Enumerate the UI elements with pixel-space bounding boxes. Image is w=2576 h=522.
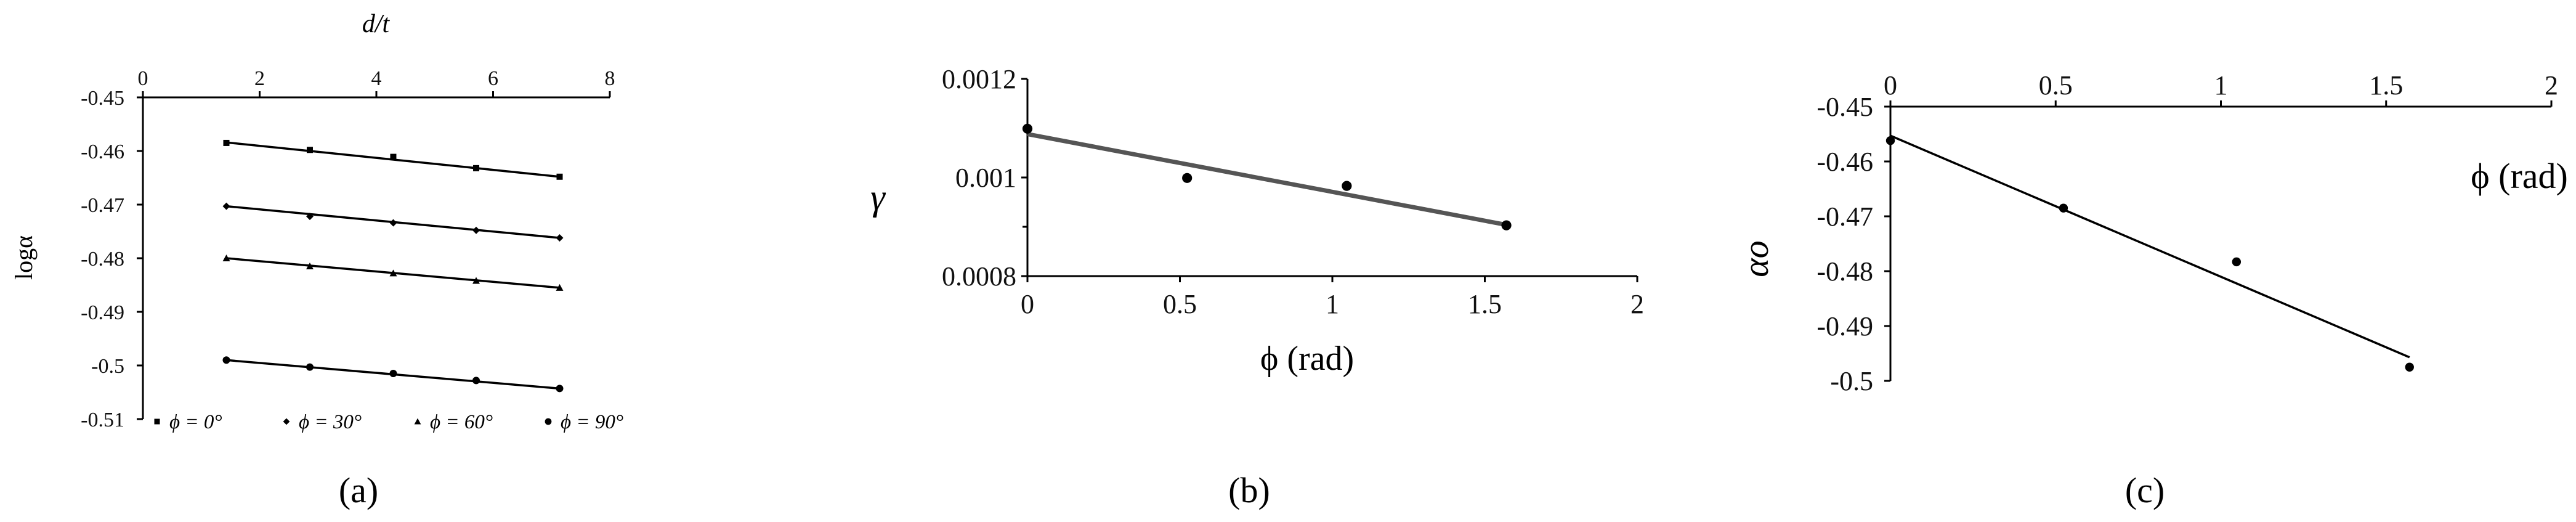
a-x-tick-label: 6 bbox=[488, 67, 498, 90]
a-legend: ϕ = 0° ϕ = 30° ϕ = 60° ϕ = 90° bbox=[154, 411, 623, 433]
a-data-point bbox=[556, 283, 564, 291]
b-x-tick-label: 2 bbox=[1630, 289, 1644, 319]
a-data-point bbox=[389, 269, 397, 277]
a-legend-label: ϕ = 60° bbox=[430, 411, 493, 433]
b-y-tick-label: 0.0008 bbox=[942, 261, 1016, 292]
c-y-axis-title: αo bbox=[1736, 240, 1776, 277]
c-x-tick-label: 1 bbox=[2214, 70, 2228, 100]
c-fit-line bbox=[1890, 134, 2410, 359]
chart-panel-c: 0 0.5 1 1.5 2 -0.45-0.46-0.47-0.48-0.49-0.5 … bbox=[1736, 70, 2568, 510]
a-points bbox=[222, 139, 564, 393]
c-y-tick-label: -0.45 bbox=[1817, 92, 1873, 122]
a-x-axis-title: d/t bbox=[362, 10, 391, 38]
a-x-tick-label: 8 bbox=[605, 67, 615, 90]
a-legend-marker bbox=[545, 418, 552, 425]
a-legend-marker bbox=[154, 418, 160, 425]
a-data-point bbox=[472, 277, 480, 284]
b-x-tick-label: 0.5 bbox=[1163, 289, 1197, 319]
b-points bbox=[1022, 123, 1512, 230]
a-data-point bbox=[222, 202, 230, 210]
b-x-tick-label: 0 bbox=[1021, 289, 1034, 319]
a-y-tick-label: -0.46 bbox=[81, 141, 124, 163]
c-x-axis-title: ϕ (rad) bbox=[2471, 156, 2568, 196]
a-y-tick-label: -0.47 bbox=[81, 194, 124, 217]
a-legend-label: ϕ = 0° bbox=[169, 411, 222, 433]
b-fit-line bbox=[1027, 132, 1507, 227]
a-legend-marker bbox=[283, 418, 290, 425]
c-data-point bbox=[2232, 257, 2242, 267]
a-legend-label: ϕ = 30° bbox=[299, 411, 362, 433]
a-y-ticks: -0.45 -0.46 -0.47 -0.48 -0.49 -0.5 -0.51 bbox=[81, 87, 143, 431]
a-data-point bbox=[472, 226, 480, 234]
a-data-point bbox=[473, 165, 480, 171]
c-y-tick-label: -0.46 bbox=[1817, 147, 1873, 177]
a-data-point bbox=[389, 370, 397, 378]
b-data-point bbox=[1182, 173, 1193, 183]
b-y-tick-label: 0.0012 bbox=[942, 64, 1016, 94]
a-legend-marker bbox=[414, 418, 421, 425]
b-x-axis-title: ϕ (rad) bbox=[1260, 340, 1354, 378]
b-regression-line bbox=[1027, 132, 1507, 227]
b-data-point bbox=[1022, 123, 1033, 134]
a-y-tick-label: -0.51 bbox=[81, 409, 124, 431]
a-data-point bbox=[556, 385, 564, 393]
c-x-tick-label: 1.5 bbox=[2369, 70, 2403, 100]
a-data-point bbox=[556, 234, 564, 242]
a-x-tick-label: 2 bbox=[254, 67, 265, 90]
c-regression-line bbox=[1890, 134, 2410, 359]
a-x-tick-label: 4 bbox=[371, 67, 382, 90]
a-data-point bbox=[472, 377, 480, 385]
a-data-point bbox=[306, 363, 314, 371]
a-data-point bbox=[306, 147, 313, 153]
a-data-point bbox=[306, 213, 314, 221]
a-y-tick-label: -0.5 bbox=[91, 355, 124, 378]
a-data-point bbox=[390, 153, 397, 160]
c-data-point bbox=[2405, 362, 2414, 372]
a-data-point bbox=[306, 263, 314, 270]
a-data-point bbox=[222, 356, 230, 364]
b-data-point bbox=[1342, 181, 1352, 191]
c-data-point bbox=[1885, 136, 1895, 145]
a-data-point bbox=[556, 173, 563, 180]
b-x-tick-label: 1.5 bbox=[1468, 289, 1502, 319]
c-x-tick-label: 2 bbox=[2545, 70, 2558, 100]
a-legend-label: ϕ = 90° bbox=[561, 411, 623, 433]
a-fit-lines bbox=[226, 141, 560, 390]
b-y-ticks: 0.0008 0.001 0.0012 bbox=[942, 64, 1027, 292]
c-x-tick-label: 0 bbox=[1884, 70, 1897, 100]
a-y-tick-label: -0.48 bbox=[81, 248, 124, 271]
c-x-tick-label: 0.5 bbox=[2039, 70, 2073, 100]
c-x-ticks: 0 0.5 1 1.5 2 bbox=[1884, 70, 2558, 107]
c-y-tick-label: -0.5 bbox=[1830, 366, 1873, 396]
a-y-tick-label: -0.45 bbox=[81, 87, 124, 110]
c-y-tick-label: -0.48 bbox=[1817, 256, 1873, 287]
c-data-point bbox=[2059, 203, 2068, 213]
c-y-tick-label: -0.49 bbox=[1817, 311, 1873, 341]
panel-label-b: (b) bbox=[1228, 470, 1270, 510]
chart-panel-a: 0 2 4 6 8 -0.45 -0.46 -0.47 -0.48 -0.49 -0.5 -0.51… bbox=[10, 10, 623, 510]
a-y-axis-title: logα bbox=[10, 235, 38, 280]
b-x-tick-label: 1 bbox=[1326, 289, 1339, 319]
c-points bbox=[1885, 136, 2414, 372]
a-x-tick-label: 0 bbox=[138, 67, 148, 90]
a-data-point bbox=[223, 139, 230, 146]
a-data-point bbox=[389, 219, 397, 227]
b-x-ticks: 0 0.5 1 1.5 2 bbox=[1021, 276, 1644, 319]
panel-label-a: (a) bbox=[339, 470, 378, 510]
c-y-tick-label: -0.47 bbox=[1817, 202, 1873, 232]
b-y-axis-title: γ bbox=[870, 177, 886, 218]
panel-label-c: (c) bbox=[2125, 470, 2165, 510]
a-x-ticks: 0 2 4 6 8 bbox=[138, 67, 615, 97]
b-y-tick-label: 0.001 bbox=[955, 163, 1016, 193]
c-y-ticks: -0.45 -0.46 -0.47 -0.48 -0.49 -0.5 bbox=[1817, 92, 1890, 396]
chart-panel-b: 0 0.5 1 1.5 2 0.0008 0.001 0.0012 ϕ (rad) γ (b… bbox=[870, 64, 1644, 510]
a-data-point bbox=[222, 255, 230, 261]
b-data-point bbox=[1501, 220, 1512, 230]
a-y-tick-label: -0.49 bbox=[81, 301, 124, 324]
